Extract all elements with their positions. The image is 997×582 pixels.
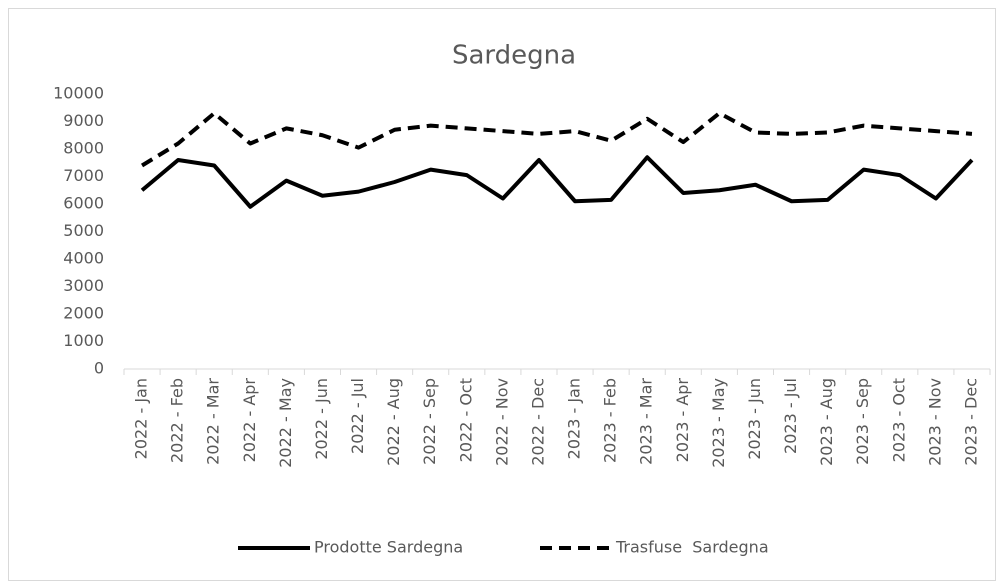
x-tick-label: 2023 - Mar [637, 378, 656, 465]
x-tick-label: 2023 - Sep [853, 378, 872, 465]
y-tick-label: 8000 [63, 139, 104, 158]
line-series [140, 155, 974, 209]
x-tick-label: 2022 - Jun [312, 378, 331, 460]
chart-frame [8, 8, 996, 581]
x-tick-label: 2022 - Nov [492, 378, 511, 466]
legend-label: Trasfuse Sardegna [615, 538, 769, 557]
y-tick-label: 2000 [63, 304, 104, 323]
x-tick-label: 2022 - Mar [204, 378, 223, 465]
x-tick-label: 2022 - Dec [528, 378, 547, 466]
x-tick-label: 2023 - Dec [961, 378, 980, 466]
x-tick-label: 2023 - May [709, 378, 728, 468]
x-tick-label: 2022 - May [276, 378, 295, 468]
y-tick-label: 0 [94, 359, 104, 378]
y-tick-label: 9000 [63, 111, 104, 130]
x-tick-label: 2023 - Feb [601, 378, 620, 463]
y-tick-label: 3000 [63, 276, 104, 295]
y-tick-label: 7000 [63, 166, 104, 185]
x-tick-label: 2022 - Jul [348, 378, 367, 454]
x-tick-label: 2023 - Aug [817, 378, 836, 466]
y-tick-label: 5000 [63, 221, 104, 240]
chart-title: Sardegna [452, 41, 576, 71]
x-tick-label: 2022 - Jan [132, 378, 151, 459]
x-tick-label: 2023 - Jul [781, 378, 800, 454]
x-tick-label: 2023 - Oct [889, 378, 908, 462]
x-tick-label: 2022 - Oct [456, 378, 475, 462]
y-tick-label: 6000 [63, 194, 104, 213]
y-tick-label: 10000 [53, 84, 104, 103]
x-tick-label: 2023 - Apr [673, 378, 692, 463]
y-tick-label: 4000 [63, 249, 104, 268]
legend-label: Prodotte Sardegna [314, 538, 463, 557]
x-tick-label: 2022 - Feb [168, 378, 187, 463]
y-tick-label: 1000 [63, 331, 104, 350]
x-tick-label: 2022 - Aug [384, 378, 403, 466]
x-tick-label: 2023 - Jan [565, 378, 584, 459]
x-tick-label: 2022 - Apr [240, 378, 259, 463]
x-tick-label: 2023 - Jun [745, 378, 764, 460]
x-tick-label: 2022 - Sep [420, 378, 439, 465]
x-tick-label: 2023 - Nov [925, 378, 944, 466]
